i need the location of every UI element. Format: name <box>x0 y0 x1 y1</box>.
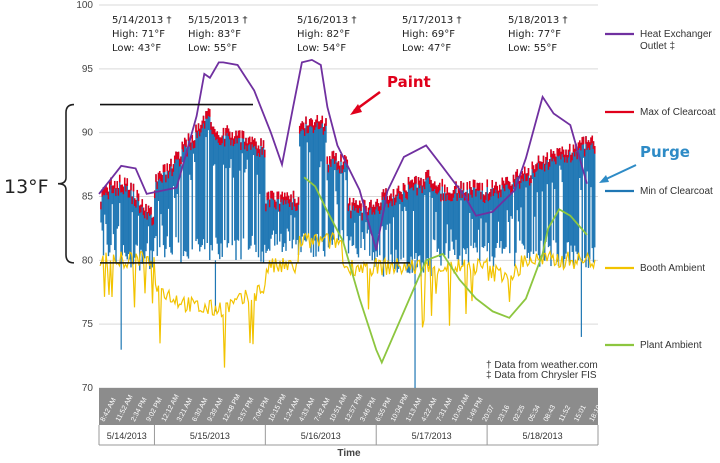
footnote-weather: † Data from weather.com <box>486 360 598 371</box>
series-booth-ambient-group <box>99 231 596 368</box>
series-lines <box>98 58 588 365</box>
series-heat-exchanger <box>98 58 588 251</box>
legend-label: Plant Ambient <box>640 340 702 351</box>
weather-text: 5/17/2013 † <box>402 15 461 26</box>
weather-text: High: 69°F <box>402 29 455 40</box>
y-tick-label: 95 <box>82 64 94 75</box>
weather-text: High: 77°F <box>508 29 561 40</box>
paint-arrowhead <box>350 104 362 115</box>
purge-arrow <box>603 164 637 181</box>
weather-text: Low: 47°F <box>402 43 451 54</box>
range-brace <box>57 103 75 264</box>
range-annotation: 13°F <box>4 103 410 264</box>
weather-text: Low: 55°F <box>188 43 237 54</box>
weather-annotations: 5/14/2013 † High: 71°F Low: 43°F 5/15/2013 … <box>112 15 567 54</box>
legend-label: Min of Clearcoat <box>640 186 713 197</box>
x-axis-time-band <box>99 388 598 425</box>
clearcoat-band <box>100 108 596 388</box>
y-axis-ticks: 70 75 80 85 90 95 100 <box>76 0 93 394</box>
weather-text: Low: 43°F <box>112 43 161 54</box>
date-tick-label: 5/18/2013 <box>523 431 563 441</box>
x-axis-date-ticks: 5/14/2013 5/15/2013 5/16/2013 5/17/2013 5/18… <box>98 425 599 445</box>
series-plant-ambient <box>303 176 588 365</box>
weather-text: 5/14/2013 † <box>112 15 171 26</box>
y-tick-label: 70 <box>82 383 94 394</box>
legend-label: Heat Exchanger <box>640 29 712 40</box>
weather-text: High: 82°F <box>297 29 350 40</box>
weather-text: 5/18/2013 † <box>508 15 567 26</box>
date-tick-label: 5/17/2013 <box>412 431 452 441</box>
y-tick-label: 100 <box>76 0 93 11</box>
weather-text: 5/15/2013 † <box>188 15 247 26</box>
weather-text: High: 71°F <box>112 29 165 40</box>
date-tick-label: 5/14/2013 <box>107 431 147 441</box>
purge-label: Purge <box>640 143 690 161</box>
y-tick-label: 75 <box>82 319 94 330</box>
purge-arrowhead <box>599 175 609 183</box>
date-tick-label: 5/15/2013 <box>190 431 230 441</box>
footnote-fis: ‡ Data from Chrysler FIS <box>486 370 597 381</box>
legend-label: Max of Clearcoat <box>640 107 716 118</box>
paint-annotation: Paint <box>350 73 431 115</box>
date-tick-label: 5/16/2013 <box>301 431 341 441</box>
weather-text: High: 83°F <box>188 29 241 40</box>
weather-text: Low: 55°F <box>508 43 557 54</box>
legend-label-line2: Outlet ‡ <box>640 41 675 52</box>
y-tick-label: 90 <box>82 128 94 139</box>
paint-label: Paint <box>387 73 431 91</box>
y-tick-label: 85 <box>82 192 94 203</box>
weather-text: 5/16/2013 † <box>297 15 356 26</box>
y-tick-label: 80 <box>82 255 94 266</box>
weather-text: Low: 54°F <box>297 43 346 54</box>
x-axis-title: Time <box>337 448 361 459</box>
range-label: 13°F <box>4 176 49 198</box>
legend-label: Booth Ambient <box>640 263 705 274</box>
series-booth-ambient <box>99 231 596 368</box>
purge-annotation: Purge <box>599 143 690 183</box>
